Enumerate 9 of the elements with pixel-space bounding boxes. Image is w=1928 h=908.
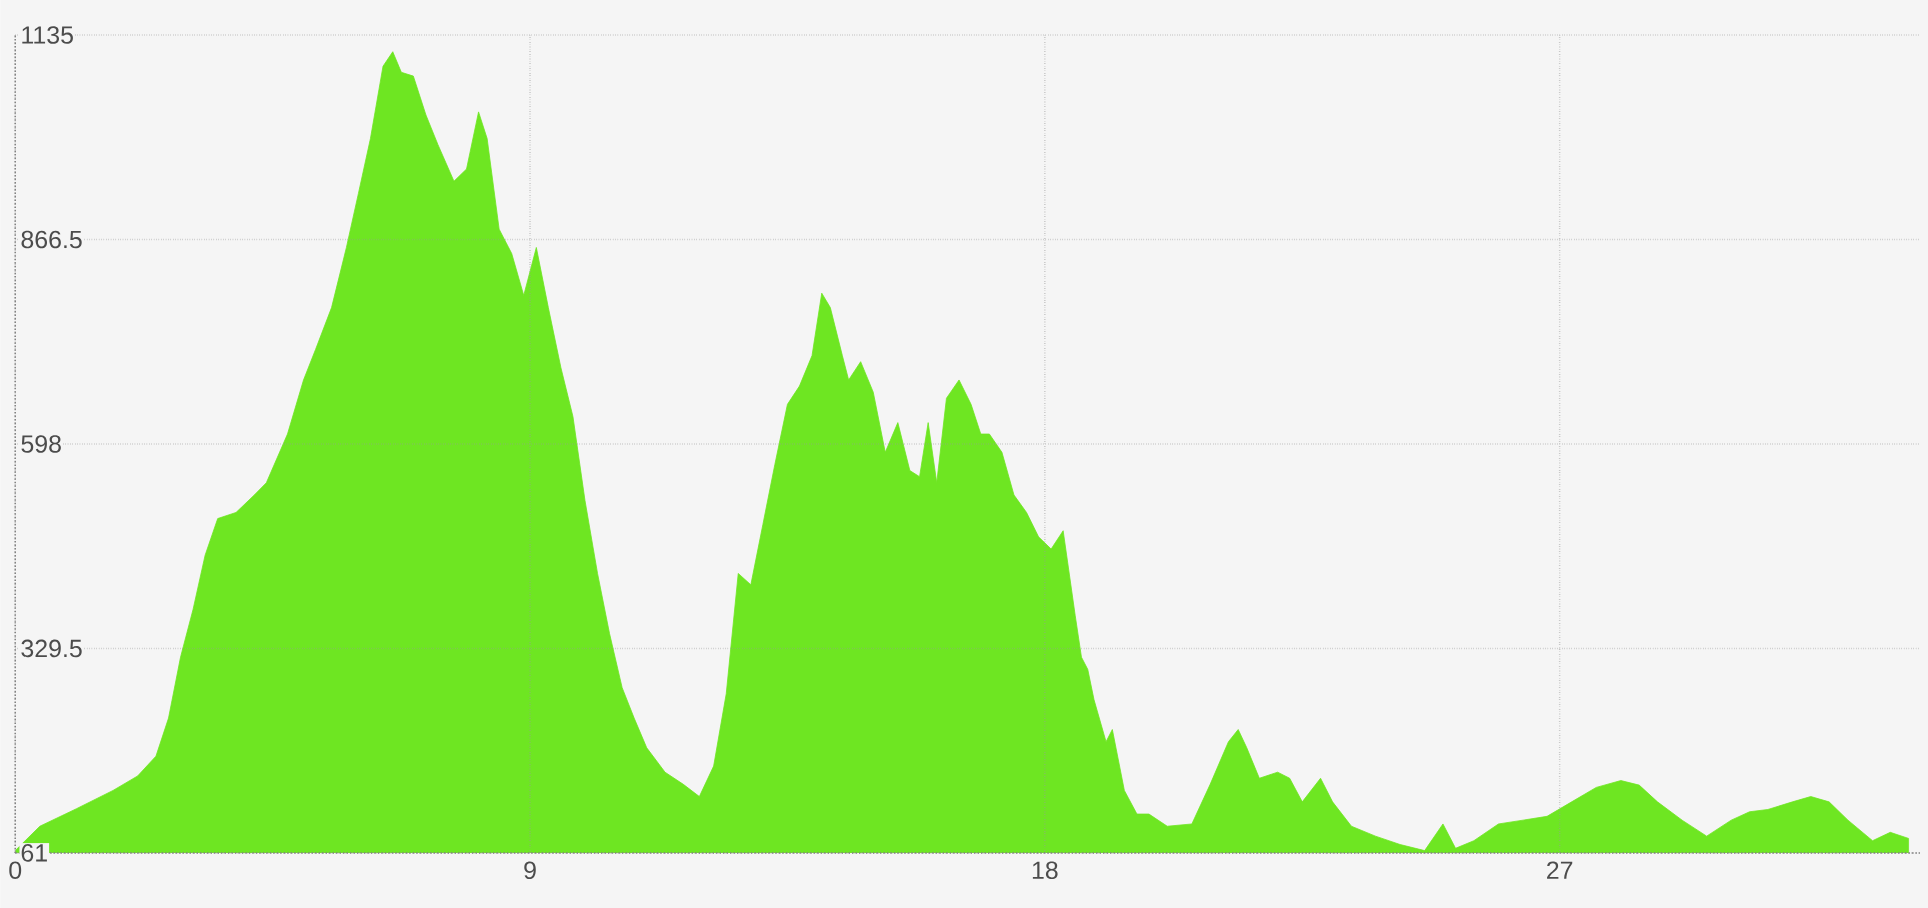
x-tick-label: 27 bbox=[1547, 861, 1573, 879]
y-tick-label: 61 bbox=[21, 844, 47, 862]
x-tick-label: 18 bbox=[1032, 861, 1058, 880]
x-tick-label: 9 bbox=[524, 861, 536, 880]
x-tick-label: 0 bbox=[9, 861, 22, 880]
y-tick-label: 1135 bbox=[22, 26, 73, 44]
y-tick-label: 598 bbox=[21, 435, 61, 453]
y-tick-label: 329.5 bbox=[21, 639, 82, 658]
y-tick-label: 866.5 bbox=[21, 230, 82, 249]
